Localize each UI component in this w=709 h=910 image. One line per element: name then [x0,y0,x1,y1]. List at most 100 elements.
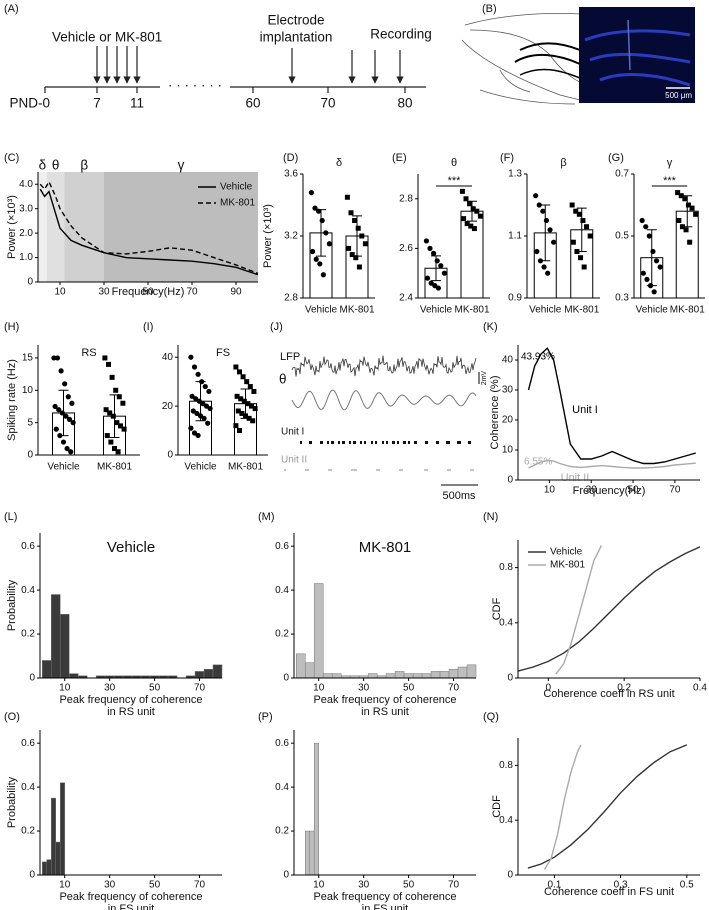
histogram-bar [59,782,65,876]
histogram-bar [68,673,79,679]
data-point [195,371,201,377]
data-point [118,423,123,429]
data-point [239,410,245,416]
x-tick-label: 70 [669,485,681,496]
x-tick-label: Vehicle [184,462,217,473]
data-point [313,256,319,262]
data-point [676,218,682,223]
data-point [534,248,540,255]
y-tick-label: 0 [507,673,513,684]
data-point [188,354,194,360]
data-point [468,223,474,229]
data-point [56,407,62,413]
histogram-bar [466,664,477,679]
time-scale-label: 500ms [442,490,476,502]
band-label: θ [52,158,60,173]
timeline-day: 11 [130,96,144,111]
error-bar [467,200,477,222]
unit-1-spike [300,441,302,444]
x-tick-label: Vehicle [636,305,669,316]
unit-1-spike [327,441,329,444]
y-tick-label: 0.8 [499,760,513,771]
histology-panel: (B) 500 μm [461,3,695,105]
unit-1-spike [309,441,311,444]
panel-label: (O) [4,711,20,723]
data-point [51,355,57,361]
y-tick-label: 10 [502,445,514,456]
unit-2-spike [328,469,330,471]
error-bar [682,195,693,228]
timeline-axis [44,86,426,93]
y-tick-label: 0.6 [275,541,289,552]
y-tick-label: 0.4 [275,585,289,596]
data-point [238,396,244,402]
data-point [249,403,254,409]
timeline-day: 70 [320,96,335,111]
data-point [355,225,361,231]
unit-2-spike [284,469,286,471]
x-tick-label: 0.5 [680,880,694,891]
unit-2-spike [399,469,401,471]
series-line [517,546,701,672]
voltage-scale-label: 2mV [481,370,488,385]
data-point [346,245,352,251]
injection-arrows [93,46,404,84]
panel-label: (N) [483,511,498,523]
unit-1-spike [397,441,399,444]
data-point [675,190,681,196]
error-bar [109,394,120,439]
panel-label: (J) [270,321,283,333]
data-point [205,420,211,426]
x-tick-label: 10 [59,683,71,694]
frequency-band [38,172,47,282]
error-bar [646,229,657,287]
timeline-day: 7 [93,96,101,111]
panel-label: (F) [500,152,514,164]
unit-2-spike [472,469,474,471]
data-point [66,416,73,423]
error-bar [316,209,326,257]
data-point [657,264,663,270]
y-tick-label: 0.2 [275,826,289,837]
x-tick-label: MK-801 [339,305,374,316]
panel-label: (L) [4,511,17,523]
y-axis-label: Coherence (%) [489,376,501,450]
y-tick-label: 0.2 [21,826,35,837]
data-point [682,196,688,202]
x-tick-label: 50 [149,880,161,891]
data-point [104,433,110,439]
data-point [543,217,550,224]
data-point [650,248,656,255]
data-point [237,369,242,375]
panel-label: (H) [4,321,19,333]
histogram-bar [313,583,324,679]
panel-label: (M) [258,511,275,523]
data-point [112,446,117,452]
chart-title: δ [336,157,342,169]
x-tick-label: 50 [149,683,161,694]
data-point [434,258,440,264]
legend-label: Vehicle [220,182,253,193]
data-point [646,233,652,239]
y-tick-label: 2.0 [19,228,33,239]
chart-title: β [560,157,566,169]
data-point [52,403,58,410]
unit-1-spike [382,441,384,444]
unit-1-spike [468,441,470,444]
data-point [188,425,194,431]
timeline-break: · · · · · · · [168,78,222,93]
atlas-outline [461,13,581,105]
histogram-bar [322,673,333,679]
histogram-bar [421,673,432,679]
data-point [348,210,354,216]
error-bar [58,389,69,437]
data-point [547,227,553,233]
unit-2-spike [353,469,355,471]
chart-title: RS [81,347,96,359]
x-axis-label: Peak frequency of coherence [313,891,456,903]
frequency-band [46,172,65,282]
chart-title: MK-801 [359,539,412,556]
y-tick-label: 2.6 [399,243,413,254]
trace-label: Unit II [281,455,307,466]
y-tick-label: 40 [162,352,174,363]
